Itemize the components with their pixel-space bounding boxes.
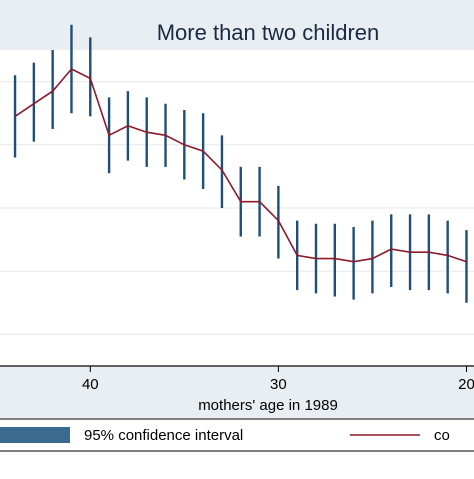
x-axis-band [0, 367, 474, 418]
legend-ci-label: 95% confidence interval [84, 427, 243, 444]
x-tick-label: 40 [82, 376, 99, 393]
x-tick-label: 20 [458, 376, 474, 393]
x-axis-ticks: 40 30 20 [82, 366, 474, 393]
series-line [14, 68, 467, 263]
legend-line-label: co [434, 427, 450, 444]
series-line-layer [14, 68, 467, 263]
grid-lines [0, 81, 474, 335]
legend-ci-swatch [0, 427, 70, 443]
chart-title: More than two children [157, 20, 380, 45]
x-axis-label: mothers' age in 1989 [198, 397, 338, 414]
title-band [0, 0, 474, 50]
x-tick-label: 30 [270, 376, 287, 393]
